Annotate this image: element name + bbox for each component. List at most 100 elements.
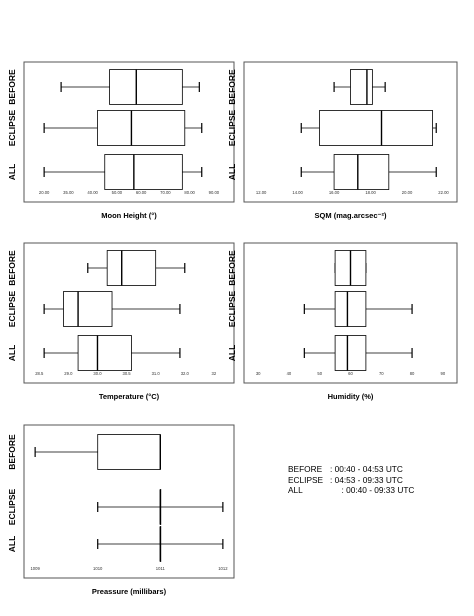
tick-label: 1009 — [30, 566, 40, 571]
tick-label: 60 — [348, 371, 353, 376]
box-all — [43, 335, 181, 371]
tick-label: 35.00 — [63, 190, 74, 195]
tick-label: 32 — [212, 371, 217, 376]
tick-label: 20.00 — [39, 190, 50, 195]
tick-label: 16.00 — [329, 190, 340, 195]
tick-label: 90 — [441, 371, 446, 376]
category-label: ALL — [7, 536, 17, 553]
tick-label: 29.0 — [64, 371, 73, 376]
category-label: ECLIPSE — [7, 109, 17, 146]
tick-label: 30.5 — [122, 371, 131, 376]
box-eclipse — [303, 291, 413, 327]
category-label: BEFORE — [227, 250, 237, 286]
legend-row-before: BEFORE : 00:40 - 04:53 UTC — [288, 464, 414, 475]
tick-label: 20.00 — [402, 190, 413, 195]
box-all — [300, 154, 437, 190]
box-before — [87, 250, 186, 286]
panel-frame — [23, 61, 235, 203]
panel-2: BEFORE ECLIPSE ALL 12.00 14.00 16.00 18.00 20.0… — [227, 61, 458, 220]
tick-label: 50 — [317, 371, 322, 376]
x-axis-label: SQM (mag.arcsec⁻²) — [315, 211, 387, 220]
iqr-box — [97, 434, 161, 470]
box-eclipse — [97, 489, 224, 525]
tick-label: 12.00 — [256, 190, 267, 195]
category-label: ECLIPSE — [7, 290, 17, 327]
box-eclipse — [43, 291, 181, 327]
tick-label: 40 — [287, 371, 292, 376]
iqr-box — [334, 291, 367, 327]
category-label: BEFORE — [7, 250, 17, 286]
legend-label: ECLIPSE — [288, 474, 324, 485]
x-axis-label: Temperature (°C) — [99, 392, 160, 401]
tick-label: 30.0 — [93, 371, 102, 376]
legend-value: : 04:53 - 09:33 UTC — [330, 474, 403, 485]
tick-label: 40.00 — [87, 190, 98, 195]
iqr-box — [77, 335, 132, 371]
tick-label: 50.00 — [112, 190, 123, 195]
iqr-box — [63, 291, 113, 327]
box-all — [97, 526, 224, 562]
category-label: ALL — [227, 164, 237, 181]
panel-frame — [23, 424, 235, 579]
legend-row-all: ALL : 00:40 - 09:33 UTC — [288, 485, 414, 496]
panel-frame — [243, 61, 458, 203]
iqr-box — [350, 69, 373, 105]
box-before — [334, 250, 367, 286]
category-label: ALL — [7, 345, 17, 362]
category-label: ECLIPSE — [227, 109, 237, 146]
tick-label: 80 — [410, 371, 415, 376]
iqr-box — [334, 335, 367, 371]
iqr-box — [109, 69, 183, 105]
category-label: ALL — [7, 164, 17, 181]
tick-label: 90.00 — [209, 190, 220, 195]
category-label: BEFORE — [7, 69, 17, 105]
tick-label: 32.0 — [181, 371, 190, 376]
box-before — [34, 434, 161, 470]
tick-label: 14.00 — [292, 190, 303, 195]
tick-label: 70 — [379, 371, 384, 376]
panel-3: BEFORE ECLIPSE ALL 28.5 29.0 30.0 30.5 31.0 32.0… — [7, 242, 235, 401]
panel-frame — [23, 242, 235, 384]
category-label: BEFORE — [7, 434, 17, 470]
tick-label: 22.00 — [438, 190, 449, 195]
category-label: ALL — [227, 345, 237, 362]
box-all — [303, 335, 413, 371]
legend-label: BEFORE — [288, 464, 323, 474]
iqr-box — [333, 154, 390, 190]
box-before — [60, 69, 200, 105]
x-axis-label: Preassure (millibars) — [92, 587, 167, 596]
tick-label: 1012 — [218, 566, 228, 571]
tick-label: 1010 — [93, 566, 103, 571]
box-all — [43, 154, 203, 190]
x-axis-label: Moon Height (°) — [101, 211, 157, 220]
tick-label: 70.00 — [160, 190, 171, 195]
box-eclipse — [300, 110, 437, 146]
legend-label: ALL — [288, 485, 303, 496]
iqr-box — [106, 250, 157, 286]
box-eclipse — [43, 110, 203, 146]
panel-5: BEFORE ECLIPSE ALL 1009 1010 1011 1012 Preassur… — [7, 424, 235, 596]
iqr-box — [97, 110, 186, 146]
tick-label: 30 — [256, 371, 261, 376]
tick-label: 60.00 — [136, 190, 147, 195]
tick-label: 1011 — [156, 566, 166, 571]
tick-label: 80.00 — [184, 190, 195, 195]
tick-label: 31.0 — [152, 371, 161, 376]
panel-frame — [243, 242, 458, 384]
legend-row-eclipse: ECLIPSE : 04:53 - 09:33 UTC — [288, 475, 414, 486]
legend-value: : 00:40 - 04:53 UTC — [330, 464, 403, 474]
iqr-box — [319, 110, 433, 146]
panel-1: BEFORE ECLIPSE ALL 20.00 35.00 40.00 50.00 60.0… — [7, 61, 235, 220]
tick-label: 28.5 — [35, 371, 44, 376]
legend: BEFORE : 00:40 - 04:53 UTC ECLIPSE : 04:53… — [288, 464, 414, 496]
category-label: ECLIPSE — [7, 488, 17, 525]
category-label: BEFORE — [227, 69, 237, 105]
category-label: ECLIPSE — [227, 290, 237, 327]
panel-4: BEFORE ECLIPSE ALL 30 40 50 60 70 80 90 Humidity (… — [227, 242, 458, 401]
box-before — [333, 69, 386, 105]
legend-value: : 00:40 - 09:33 UTC — [330, 485, 415, 496]
iqr-box — [104, 154, 183, 190]
tick-label: 18.00 — [365, 190, 376, 195]
x-axis-label: Humidity (%) — [328, 392, 374, 401]
